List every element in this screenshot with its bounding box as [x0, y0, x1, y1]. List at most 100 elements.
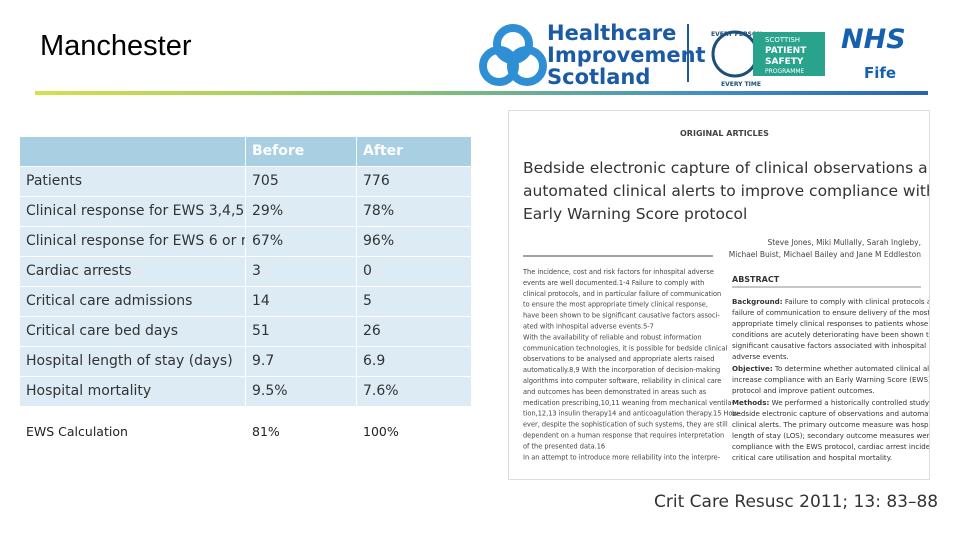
table-row: Critical care admissions 14 5 — [20, 287, 471, 316]
spsp-box — [753, 32, 825, 76]
abstract-line: compliance with the EWS protocol, cardia… — [732, 442, 930, 451]
authors: Steve Jones, Miki Mullally, Sarah Ingleb… — [767, 238, 921, 247]
abstract-text: clinical alerts. The primary outcome mea… — [732, 420, 930, 429]
spsp-text: SCOTTISH — [765, 36, 800, 44]
results-table: Before After Patients 705 776 Clinical resp… — [20, 137, 471, 447]
table-row: EWS Calculation 81% 100% — [20, 417, 471, 446]
abstract-text: significant causative factors associated… — [732, 341, 926, 350]
table-cell: 26 — [357, 317, 471, 346]
table-row: Patients 705 776 — [20, 167, 471, 196]
table-cell: 81% — [252, 424, 280, 439]
table-cell: 29% — [246, 197, 356, 226]
table-row: Cardiac arrests 3 0 — [20, 257, 471, 286]
abstract-line: appropriate timely clinical responses to… — [732, 319, 928, 328]
abstract-line: Methods: We performed a historically con… — [732, 398, 930, 407]
abstract-line: failure of communication to ensure deliv… — [732, 308, 930, 317]
table-cell: 776 — [357, 167, 471, 196]
abstract-line: clinical alerts. The primary outcome mea… — [732, 420, 930, 429]
body-line: events are well documented.1-4 Failure t… — [523, 279, 704, 287]
table-cell: 9.5% — [246, 377, 356, 406]
body-line: algorithms into computer software, relia… — [523, 377, 721, 385]
abstract-text: We performed a historically controlled s… — [772, 398, 930, 407]
body-line: to ensure the most appropriate timely cl… — [523, 301, 708, 309]
spsp-ring-text: EVERY PERSON — [711, 31, 762, 38]
table-cell: Clinical response for EWS 6 or more — [20, 227, 245, 256]
citation: Crit Care Resusc 2011; 13: 83–88 — [654, 492, 939, 512]
nhs-logo: NHS — [841, 24, 906, 55]
abstract-text: adverse events. — [732, 352, 789, 361]
abstract-line: Objective: To determine whether automate… — [732, 364, 930, 373]
body-line: The incidence, cost and risk factors for… — [522, 268, 714, 276]
table-cell: Cardiac arrests — [20, 257, 245, 286]
abstract-text: compliance with the EWS protocol, cardia… — [732, 442, 930, 451]
body-line: observations to be analysed and appropri… — [523, 355, 714, 363]
table-row: Clinical response for EWS 6 or more67%96… — [20, 227, 471, 256]
body-line: In an attempt to introduce more reliabil… — [523, 453, 721, 461]
his-text: Scotland — [547, 65, 650, 89]
table-cell: 6.9 — [357, 347, 471, 376]
table-cell: Clinical response for EWS 3,4,5 — [20, 197, 245, 226]
abstract-line: adverse events. — [732, 352, 789, 361]
his-text: Healthcare — [547, 21, 676, 45]
abstract-line: conditions are acutely deteriorating hav… — [732, 330, 930, 339]
abstract-line: length of stay (LOS); secondary outcome … — [732, 431, 930, 440]
body-line: ever, despite the sophistication of such… — [523, 421, 728, 429]
table-cell: Hospital length of stay (days) — [20, 347, 245, 376]
table-cell: Critical care admissions — [20, 287, 245, 316]
abstract-text: appropriate timely clinical responses to… — [732, 319, 928, 328]
article-title: automated clinical alerts to improve com… — [523, 182, 930, 200]
abstract-text: protocol and improve patient outcomes. — [732, 386, 875, 395]
table-cell: Patients — [20, 167, 245, 196]
abstract-line: protocol and improve patient outcomes. — [732, 386, 875, 395]
body-line: ated with inhospital adverse events.5-7 — [523, 323, 654, 331]
table-cell: 0 — [357, 257, 471, 286]
table-cell: Critical care bed days — [20, 317, 245, 346]
spacer — [20, 407, 471, 417]
article-section: ORIGINAL ARTICLES — [680, 129, 769, 138]
table-cell: 3 — [246, 257, 356, 286]
abstract-text: length of stay (LOS); secondary outcome … — [732, 431, 930, 440]
table-row: Hospital mortality 9.5% 7.6% — [20, 377, 471, 406]
abstract-text: bedside electronic capture of observatio… — [732, 409, 930, 418]
body-line: medication prescribing,10,11 weaning fro… — [523, 399, 735, 407]
abstract-label: Background: — [732, 297, 783, 306]
article-image: ORIGINAL ARTICLES Bedside electronic cap… — [508, 110, 930, 480]
header-cell — [20, 137, 245, 166]
table-cell: 100% — [363, 424, 399, 439]
article-title: Bedside electronic capture of clinical o… — [523, 159, 930, 177]
table-row: Clinical response for EWS 3,4,5 29% 78% — [20, 197, 471, 226]
body-line: communication technologies, it is possib… — [523, 344, 727, 352]
abstract-label: Methods: — [732, 398, 769, 407]
table-cell: 7.6% — [357, 377, 471, 406]
article-title: Early Warning Score protocol — [523, 205, 747, 223]
table-cell: EWS Calculation — [26, 424, 128, 439]
abstract-heading: ABSTRACT — [732, 275, 780, 284]
spsp-text: PATIENT — [765, 46, 807, 56]
spsp-ring-text: EVERY TIME — [721, 81, 761, 88]
table-cell: 705 — [246, 167, 356, 196]
table-cell: 67% — [246, 227, 356, 256]
spsp-text: SAFETY — [765, 57, 804, 67]
body-line: of the presented data.16 — [523, 442, 605, 450]
abstract-text: Failure to comply with clinical protocol… — [785, 297, 930, 306]
spsp-text: PROGRAMME — [765, 68, 805, 75]
his-text: Improvement — [547, 43, 706, 67]
body-line: automatically.8,9 With the incorporation… — [523, 366, 720, 374]
abstract-line: increase compliance with an Early Warnin… — [732, 375, 930, 384]
table-row: Hospital length of stay (days) 9.7 6.9 — [20, 347, 471, 376]
header-cell: Before — [246, 137, 356, 166]
slide-title: Manchester — [40, 30, 192, 62]
abstract-text: To determine whether automated clinical … — [774, 364, 930, 373]
abstract-line: bedside electronic capture of observatio… — [732, 409, 930, 418]
abstract-line: critical care utilisation and hospital m… — [732, 453, 892, 462]
authors: Michael Buist, Michael Bailey and Jane M… — [729, 250, 921, 259]
body-line: have been shown to be significant causat… — [523, 312, 720, 320]
his-icon — [479, 24, 547, 86]
nhs-board: Fife — [864, 64, 896, 82]
body-line: tion,12,13 insulin therapy14 and anticoa… — [523, 410, 741, 418]
abstract-label: Objective: — [732, 364, 773, 373]
abstract-text: conditions are acutely deteriorating hav… — [732, 330, 930, 339]
table-row: Critical care bed days 51 26 — [20, 317, 471, 346]
abstract-line: Background: Failure to comply with clini… — [732, 297, 930, 306]
body-line: and outcomes has been demonstrated in ar… — [523, 388, 707, 396]
